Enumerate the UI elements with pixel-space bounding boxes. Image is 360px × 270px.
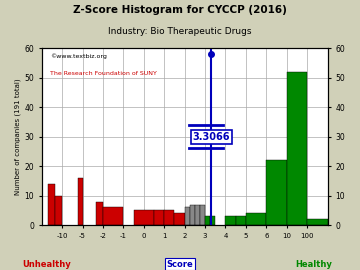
Bar [164,210,175,225]
Bar [287,72,307,225]
Bar [190,204,195,225]
Bar [185,207,190,225]
Bar [236,216,246,225]
Bar [225,216,236,225]
Bar [266,160,287,225]
Text: Industry: Bio Therapeutic Drugs: Industry: Bio Therapeutic Drugs [108,27,252,36]
Text: Unhealthy: Unhealthy [22,260,71,269]
Text: Healthy: Healthy [295,260,332,269]
Bar [103,207,123,225]
Bar [55,196,62,225]
Bar [205,216,210,225]
Bar [96,202,103,225]
Bar [195,204,200,225]
Text: Score: Score [167,260,193,269]
Bar [307,219,328,225]
Bar [175,213,185,225]
Bar [134,210,154,225]
Bar [154,210,164,225]
Text: 3.3066: 3.3066 [193,132,230,142]
Bar [200,204,205,225]
Text: ©www.textbiz.org: ©www.textbiz.org [50,53,107,59]
Text: The Research Foundation of SUNY: The Research Foundation of SUNY [50,71,157,76]
Bar [49,184,55,225]
Y-axis label: Number of companies (191 total): Number of companies (191 total) [15,78,22,195]
Text: Z-Score Histogram for CYCCP (2016): Z-Score Histogram for CYCCP (2016) [73,5,287,15]
Bar [210,216,215,225]
Bar [246,213,266,225]
Bar [78,178,82,225]
